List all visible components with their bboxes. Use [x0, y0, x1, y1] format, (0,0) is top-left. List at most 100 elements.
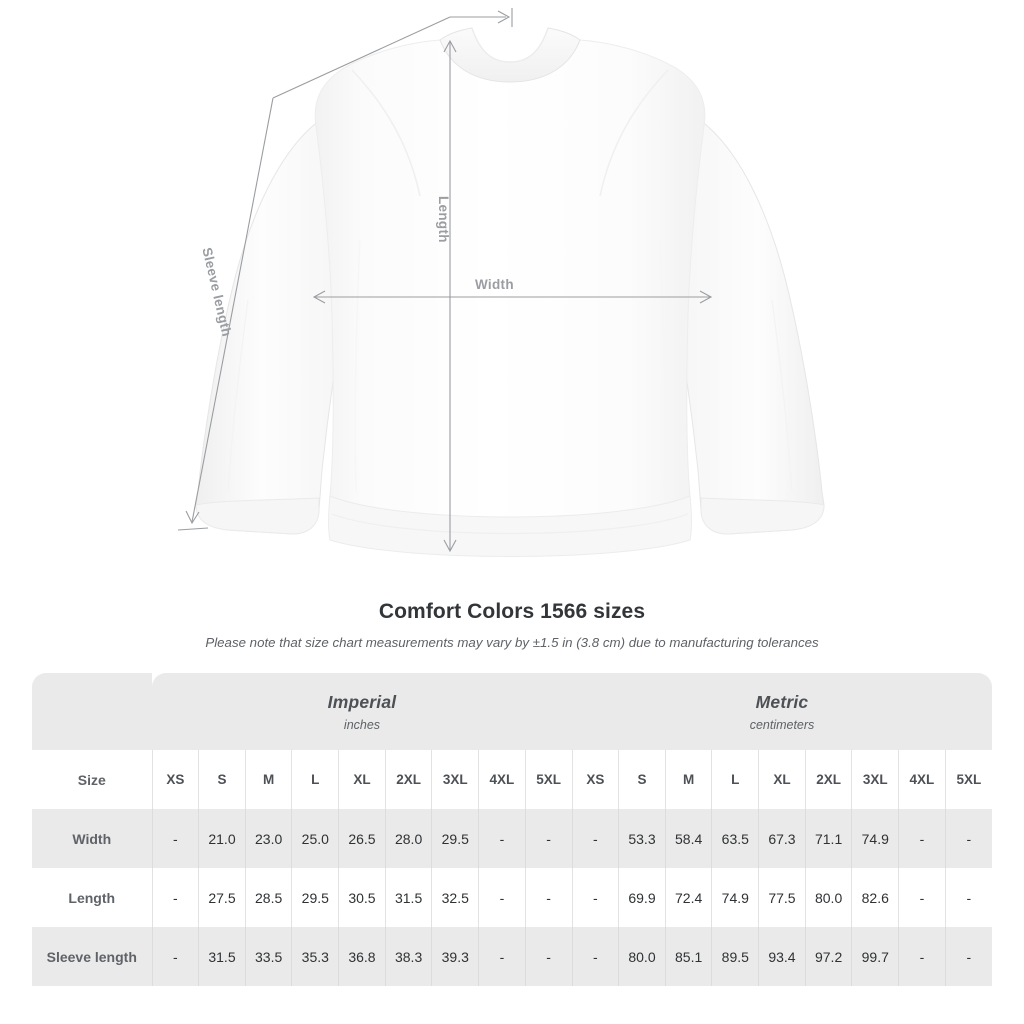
- size-header-row: Size XS S M L XL 2XL 3XL 4XL 5XL XS S M …: [32, 750, 992, 809]
- size-col-imperial-s: S: [198, 750, 246, 809]
- sleeve-arrow-bottom: [185, 510, 200, 525]
- cell-sleeve-imperial-m: 33.5: [244, 927, 292, 986]
- fold-sleeve-left: [227, 299, 249, 493]
- sleeve-shoulder-diagonal: [272, 16, 451, 99]
- cell-width-imperial-l: 25.0: [291, 809, 339, 868]
- cell-sleeve-metric-xs: -: [571, 927, 619, 986]
- size-col-metric-2xl: 2XL: [804, 750, 852, 809]
- cell-sleeve-imperial-5xl: -: [524, 927, 572, 986]
- cell-sleeve-metric-xl: 93.4: [758, 927, 806, 986]
- cell-sleeve-metric-l: 89.5: [711, 927, 759, 986]
- cell-length-imperial-xs: -: [151, 868, 199, 927]
- table-row: Sleeve length - 31.5 33.5 35.3 36.8 38.3…: [32, 927, 992, 986]
- cell-width-imperial-xl: 26.5: [338, 809, 386, 868]
- size-col-imperial-4xl: 4XL: [478, 750, 526, 809]
- cell-length-metric-m: 72.4: [664, 868, 712, 927]
- table-row: Length - 27.5 28.5 29.5 30.5 31.5 32.5 -…: [32, 868, 992, 927]
- cell-length-imperial-3xl: 32.5: [431, 868, 479, 927]
- neck-opening: [471, 27, 549, 63]
- row-label-width: Width: [72, 830, 112, 847]
- right-shoulder-seam: [599, 69, 669, 197]
- length-dimension-label: Length: [436, 196, 451, 243]
- size-col-metric-xs: XS: [571, 750, 619, 809]
- cell-sleeve-metric-5xl: -: [944, 927, 992, 986]
- size-col-metric-5xl: 5XL: [944, 750, 992, 809]
- body: [314, 39, 706, 545]
- garment-illustration: Width Length Sleeve length: [177, 8, 825, 557]
- cell-length-imperial-2xl: 31.5: [384, 868, 432, 927]
- sweatshirt-drawing: [177, 8, 825, 557]
- cell-width-imperial-4xl: -: [478, 809, 526, 868]
- cell-width-metric-s: 53.3: [618, 809, 666, 868]
- size-col-metric-xl: XL: [758, 750, 806, 809]
- cell-sleeve-metric-3xl: 99.7: [851, 927, 899, 986]
- cell-length-imperial-l: 29.5: [291, 868, 339, 927]
- length-arrow-bottom: [443, 539, 457, 553]
- imperial-sub: inches: [343, 717, 381, 732]
- size-col-metric-4xl: 4XL: [898, 750, 946, 809]
- cell-sleeve-metric-m: 85.1: [664, 927, 712, 986]
- size-col-metric-s: S: [618, 750, 666, 809]
- cell-length-metric-s: 69.9: [618, 868, 666, 927]
- cell-width-metric-5xl: -: [944, 809, 992, 868]
- cell-sleeve-imperial-xs: -: [151, 927, 199, 986]
- cell-length-metric-l: 74.9: [711, 868, 759, 927]
- size-table-container: Imperial inches Metric centimeters Size …: [32, 673, 992, 986]
- unit-header-spacer: [32, 673, 152, 750]
- cell-width-metric-m: 58.4: [664, 809, 712, 868]
- size-col-imperial-xl: XL: [338, 750, 386, 809]
- cell-length-imperial-xl: 30.5: [338, 868, 386, 927]
- size-col-metric-3xl: 3XL: [851, 750, 899, 809]
- sleeve-arrow-top: [497, 10, 511, 24]
- waistband: [328, 495, 692, 557]
- cell-sleeve-imperial-xl: 36.8: [338, 927, 386, 986]
- cell-width-metric-4xl: -: [898, 809, 946, 868]
- cell-sleeve-imperial-2xl: 38.3: [384, 927, 432, 986]
- cell-width-imperial-m: 23.0: [244, 809, 292, 868]
- width-arrow-left: [312, 290, 326, 304]
- cell-length-metric-3xl: 82.6: [851, 868, 899, 927]
- size-table: Imperial inches Metric centimeters Size …: [32, 673, 992, 986]
- fold-right: [659, 239, 666, 493]
- right-cuff: [700, 497, 825, 535]
- width-arrow-right: [699, 290, 713, 304]
- table-row: Width - 21.0 23.0 25.0 26.5 28.0 29.5 - …: [32, 809, 992, 868]
- length-arrow-top: [443, 39, 457, 53]
- fold-sleeve-right: [771, 299, 793, 493]
- cell-length-imperial-m: 28.5: [244, 868, 292, 927]
- cell-length-metric-xs: -: [571, 868, 619, 927]
- size-col-imperial-xs: XS: [151, 750, 199, 809]
- cell-width-imperial-s: 21.0: [198, 809, 246, 868]
- sleeve-arm-diagonal: [191, 97, 274, 523]
- cell-width-imperial-5xl: -: [524, 809, 572, 868]
- unit-header-row: Imperial inches Metric centimeters: [32, 673, 992, 750]
- waistband-seam: [331, 513, 689, 535]
- cell-length-metric-4xl: -: [898, 868, 946, 927]
- page-title: Comfort Colors 1566 sizes: [378, 600, 646, 623]
- cell-length-metric-5xl: -: [944, 868, 992, 927]
- cell-sleeve-imperial-s: 31.5: [198, 927, 246, 986]
- left-cuff: [195, 497, 320, 535]
- cell-width-imperial-2xl: 28.0: [384, 809, 432, 868]
- cell-width-metric-2xl: 71.1: [804, 809, 852, 868]
- cell-sleeve-imperial-l: 35.3: [291, 927, 339, 986]
- cell-length-imperial-5xl: -: [524, 868, 572, 927]
- metric-sub: centimeters: [749, 717, 815, 732]
- size-col-imperial-5xl: 5XL: [524, 750, 572, 809]
- cell-sleeve-metric-4xl: -: [898, 927, 946, 986]
- cell-width-metric-3xl: 74.9: [851, 809, 899, 868]
- imperial-label: Imperial: [327, 691, 397, 712]
- cell-sleeve-imperial-4xl: -: [478, 927, 526, 986]
- chart-heading-block: Comfort Colors 1566 sizes Please note th…: [0, 600, 1024, 650]
- cell-width-metric-xs: -: [571, 809, 619, 868]
- cell-length-metric-2xl: 80.0: [804, 868, 852, 927]
- cell-width-metric-l: 63.5: [711, 809, 759, 868]
- cell-sleeve-metric-2xl: 97.2: [804, 927, 852, 986]
- size-col-imperial-l: L: [291, 750, 339, 809]
- cell-width-imperial-xs: -: [151, 809, 199, 868]
- dimension-lines: [177, 8, 713, 553]
- size-corner-label: Size: [77, 771, 106, 788]
- sweatshirt-silhouette: [195, 27, 825, 557]
- size-col-metric-m: M: [664, 750, 712, 809]
